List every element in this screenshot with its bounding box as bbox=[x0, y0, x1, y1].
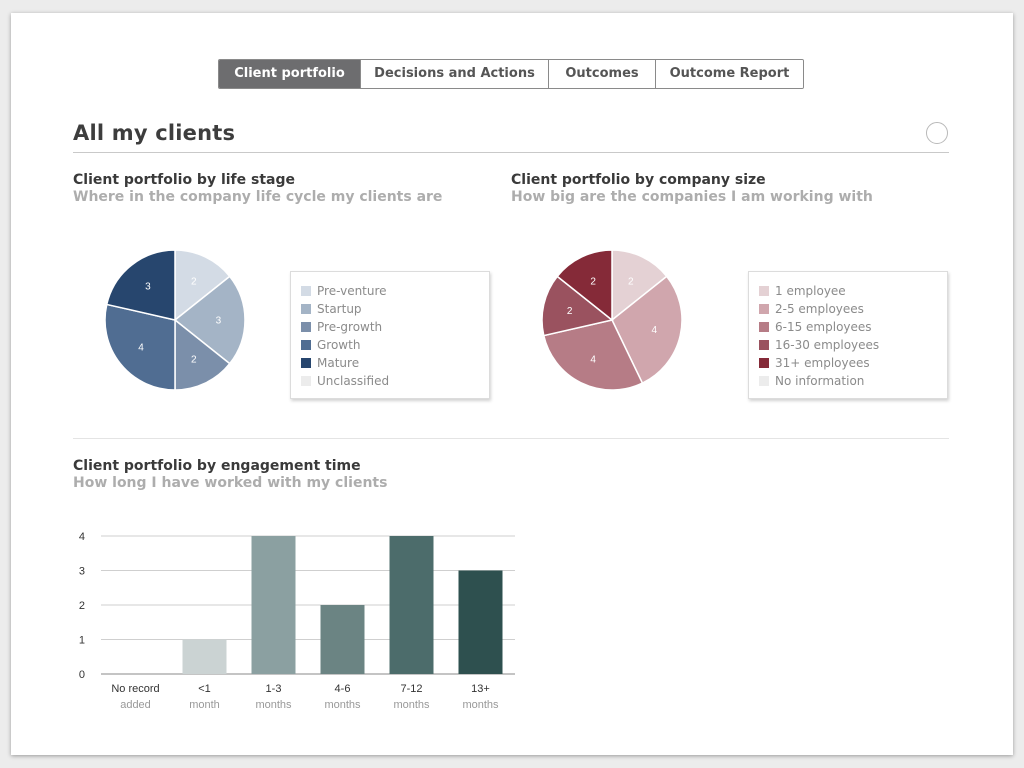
x-tick-label: 13+ bbox=[471, 683, 490, 695]
legend-label: Growth bbox=[317, 338, 361, 352]
circle-icon[interactable] bbox=[926, 122, 948, 144]
y-tick-label: 2 bbox=[79, 600, 85, 612]
company-size-slice-label: 2 bbox=[567, 306, 573, 317]
legend-swatch bbox=[759, 304, 769, 314]
legend-label: Startup bbox=[317, 302, 362, 316]
legend-label: Pre-venture bbox=[317, 284, 387, 298]
company-size-slice-label: 4 bbox=[652, 325, 658, 336]
legend-label: 16-30 employees bbox=[775, 338, 880, 352]
section-divider bbox=[73, 438, 949, 439]
page-title: All my clients bbox=[73, 121, 236, 145]
legend-swatch bbox=[301, 304, 311, 314]
company-size-legend-item[interactable]: 1 employee bbox=[759, 282, 947, 300]
life-stage-slice-label: 2 bbox=[191, 355, 197, 366]
engagement-bar-chart: 0 1 2 3 4 No record added <1 month 1-3 months 4-6 mo… bbox=[79, 531, 515, 711]
legend-swatch bbox=[301, 376, 311, 386]
company-size-slice-1-employee[interactable] bbox=[611, 249, 668, 322]
life-stage-title: Client portfolio by life stage bbox=[73, 172, 296, 188]
x-tick-sublabel: month bbox=[189, 699, 220, 711]
legend-swatch bbox=[759, 286, 769, 296]
life-stage-pie-chart: 2 3 2 4 3 bbox=[104, 249, 246, 391]
company-size-slice-31-employees[interactable] bbox=[556, 249, 613, 322]
legend-swatch bbox=[759, 376, 769, 386]
company-size-slice-2-5-employees[interactable] bbox=[611, 275, 683, 385]
life-stage-legend: Pre-venture Startup Pre-growth Growth Mature… bbox=[290, 271, 490, 399]
tab-client-portfolio[interactable]: Client portfolio bbox=[219, 60, 360, 88]
x-tick-sublabel: added bbox=[120, 699, 151, 711]
engagement-subtitle: How long I have worked with my clients bbox=[73, 475, 388, 491]
bar-1-month[interactable] bbox=[182, 639, 227, 675]
title-divider bbox=[73, 152, 949, 153]
company-size-legend-item[interactable]: 31+ employees bbox=[759, 354, 947, 372]
life-stage-subtitle: Where in the company life cycle my clien… bbox=[73, 189, 443, 205]
x-tick-sublabel: months bbox=[324, 699, 361, 711]
x-tick-label: No record bbox=[111, 683, 159, 695]
x-tick-label: 4-6 bbox=[335, 683, 351, 695]
x-tick-sublabel: months bbox=[393, 699, 430, 711]
y-tick-label: 3 bbox=[79, 566, 85, 578]
life-stage-slice-growth[interactable] bbox=[104, 303, 176, 391]
tab-bar: Client portfolio Decisions and Actions O… bbox=[218, 59, 804, 89]
x-tick-sublabel: months bbox=[255, 699, 292, 711]
x-tick-label: 7-12 bbox=[400, 683, 422, 695]
company-size-legend: 1 employee 2-5 employees 6-15 employees 16-… bbox=[748, 271, 948, 399]
company-size-title: Client portfolio by company size bbox=[511, 172, 766, 188]
life-stage-slice-label: 3 bbox=[145, 282, 151, 293]
x-tick-label: 1-3 bbox=[266, 683, 282, 695]
x-tick-sublabel: months bbox=[462, 699, 499, 711]
life-stage-slice-pre-growth[interactable] bbox=[174, 318, 231, 391]
bar-13-months[interactable] bbox=[458, 570, 503, 675]
legend-swatch bbox=[301, 322, 311, 332]
company-size-slice-16-30-employees[interactable] bbox=[541, 275, 614, 337]
company-size-slice-6-15-employees[interactable] bbox=[542, 319, 644, 391]
life-stage-legend-item[interactable]: Growth bbox=[301, 336, 489, 354]
legend-label: 6-15 employees bbox=[775, 320, 872, 334]
legend-label: 1 employee bbox=[775, 284, 846, 298]
y-tick-label: 1 bbox=[79, 635, 85, 647]
legend-label: 31+ employees bbox=[775, 356, 870, 370]
legend-label: 2-5 employees bbox=[775, 302, 864, 316]
life-stage-slice-label: 3 bbox=[216, 316, 222, 327]
life-stage-legend-item[interactable]: Mature bbox=[301, 354, 489, 372]
company-size-legend-item[interactable]: 6-15 employees bbox=[759, 318, 947, 336]
life-stage-legend-item[interactable]: Unclassified bbox=[301, 372, 489, 390]
life-stage-slice-mature[interactable] bbox=[105, 249, 176, 321]
legend-swatch bbox=[759, 322, 769, 332]
legend-label: Mature bbox=[317, 356, 360, 370]
life-stage-legend-item[interactable]: Pre-growth bbox=[301, 318, 489, 336]
tab-decisions-and-actions[interactable]: Decisions and Actions bbox=[360, 60, 548, 88]
legend-swatch bbox=[301, 358, 311, 368]
bar-1-3-months[interactable] bbox=[251, 536, 296, 674]
company-size-slice-label: 4 bbox=[590, 355, 596, 366]
legend-swatch bbox=[301, 286, 311, 296]
company-size-legend-item[interactable]: No information bbox=[759, 372, 947, 390]
company-size-subtitle: How big are the companies I am working w… bbox=[511, 189, 873, 205]
bar-7-12-months[interactable] bbox=[389, 536, 434, 674]
life-stage-legend-item[interactable]: Pre-venture bbox=[301, 282, 489, 300]
tab-outcome-report[interactable]: Outcome Report bbox=[655, 60, 803, 88]
legend-label: Pre-growth bbox=[317, 320, 383, 334]
tab-outcomes[interactable]: Outcomes bbox=[548, 60, 655, 88]
y-tick-label: 4 bbox=[79, 531, 85, 543]
legend-swatch bbox=[759, 358, 769, 368]
company-size-slice-label: 2 bbox=[590, 276, 596, 287]
y-tick-label: 0 bbox=[79, 669, 85, 681]
legend-label: No information bbox=[775, 374, 865, 388]
life-stage-slice-label: 4 bbox=[138, 343, 144, 354]
x-tick-label: <1 bbox=[198, 683, 211, 695]
report-page: Client portfolio Decisions and Actions O… bbox=[11, 13, 1013, 755]
life-stage-legend-item[interactable]: Startup bbox=[301, 300, 489, 318]
legend-swatch bbox=[301, 340, 311, 350]
bar-4-6-months[interactable] bbox=[320, 605, 365, 674]
company-size-legend-item[interactable]: 2-5 employees bbox=[759, 300, 947, 318]
life-stage-slice-startup[interactable] bbox=[173, 275, 246, 365]
engagement-title: Client portfolio by engagement time bbox=[73, 458, 361, 474]
company-size-slice-label: 2 bbox=[628, 276, 634, 287]
life-stage-slice-label: 2 bbox=[191, 276, 197, 287]
legend-swatch bbox=[759, 340, 769, 350]
company-size-legend-item[interactable]: 16-30 employees bbox=[759, 336, 947, 354]
legend-label: Unclassified bbox=[317, 374, 390, 388]
company-size-pie-chart: 2 4 4 2 2 bbox=[541, 249, 683, 391]
life-stage-slice-pre-venture[interactable] bbox=[174, 249, 231, 322]
